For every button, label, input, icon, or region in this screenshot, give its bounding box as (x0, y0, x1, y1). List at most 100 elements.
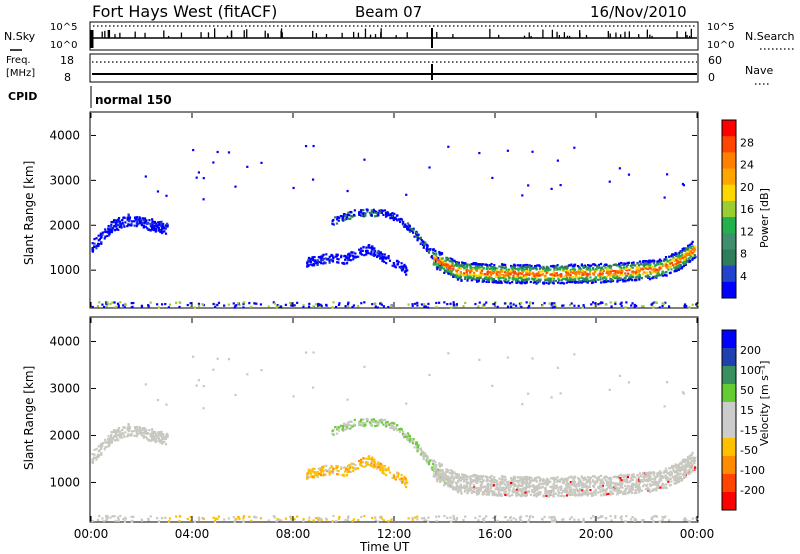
range-gate-cell (524, 275, 527, 278)
range-gate-cell (694, 456, 697, 460)
range-gate-cell (118, 433, 121, 436)
range-gate-cell (434, 258, 437, 261)
nave-label: Nave (745, 64, 773, 77)
range-gate-cell (566, 491, 570, 495)
range-gate-cell (556, 486, 559, 489)
range-gate-cell (609, 301, 612, 304)
range-gate-cell (585, 278, 588, 281)
range-gate-cell (528, 265, 531, 268)
range-gate-cell (147, 304, 150, 307)
range-gate-cell (648, 490, 652, 493)
range-gate-cell (331, 432, 334, 435)
range-gate-cell (375, 210, 378, 213)
range-gate-cell (123, 306, 126, 309)
range-gate-cell (107, 224, 110, 228)
range-gate-cell (167, 306, 171, 309)
range-gate-cell (594, 276, 597, 279)
range-gate-cell (351, 254, 354, 257)
range-gate-cell (107, 444, 111, 448)
range-gate-cell (686, 455, 690, 459)
range-gate-cell (371, 245, 374, 248)
range-gate-cell (400, 262, 403, 265)
range-gate-cell (495, 483, 498, 486)
range-gate-cell (438, 265, 441, 268)
range-gate-cell (596, 265, 599, 268)
range-gate-cell (571, 482, 574, 485)
range-gate-cell (202, 177, 205, 180)
range-gate-cell (688, 243, 691, 246)
range-gate-cell (567, 273, 570, 276)
range-gate-cell (587, 485, 590, 488)
colorbar-tick-label: 16 (740, 203, 754, 216)
range-gate-cell (322, 465, 325, 468)
range-gate-cell (475, 279, 478, 282)
range-gate-cell (447, 269, 450, 273)
range-gate-cell (419, 447, 423, 450)
range-gate-cell (437, 473, 440, 476)
range-gate-cell (630, 485, 633, 488)
range-gate-cell (587, 267, 590, 270)
range-gate-cell (472, 268, 475, 271)
range-gate-cell (443, 265, 446, 268)
colorbar-swatch (722, 152, 736, 170)
range-gate-cell (480, 483, 483, 487)
range-gate-cell (372, 458, 375, 461)
range-gate-cell (689, 245, 692, 248)
range-gate-cell (450, 260, 453, 263)
range-gate-cell (331, 472, 335, 475)
range-gate-cell (429, 247, 432, 251)
range-gate-cell (157, 431, 160, 434)
range-gate-cell (549, 268, 552, 271)
range-gate-cell (519, 476, 522, 479)
range-gate-cell (371, 465, 374, 468)
range-gate-cell (410, 228, 413, 231)
range-gate-cell (554, 272, 557, 275)
range-gate-cell (361, 424, 364, 427)
range-gate-cell (374, 424, 377, 428)
range-gate-cell (443, 477, 446, 480)
range-gate-cell (434, 253, 438, 256)
range-gate-cell (105, 305, 108, 308)
range-gate-cell (568, 517, 572, 521)
range-gate-cell (466, 478, 469, 481)
range-gate-cell (122, 426, 125, 429)
range-gate-cell (440, 472, 443, 475)
range-gate-cell (426, 455, 429, 458)
range-gate-cell (625, 265, 628, 268)
range-gate-cell (452, 486, 455, 490)
range-gate-cell (672, 464, 675, 468)
range-gate-cell (587, 476, 591, 479)
range-gate-cell (511, 265, 514, 268)
range-gate-cell (512, 274, 515, 277)
range-gate-cell (439, 261, 442, 264)
range-gate-cell (532, 278, 535, 281)
range-gate-cell (379, 211, 382, 214)
range-gate-cell (594, 280, 597, 283)
range-gate-cell (559, 494, 562, 498)
range-gate-cell (454, 481, 458, 484)
range-gate-cell (398, 428, 401, 431)
range-gate-cell (462, 476, 466, 479)
range-gate-cell (671, 476, 675, 479)
range-gate-cell (651, 268, 654, 271)
range-gate-cell (308, 260, 311, 263)
range-gate-cell (621, 475, 624, 478)
range-gate-cell (490, 483, 493, 487)
range-gate-cell (332, 433, 335, 436)
range-gate-cell (619, 480, 622, 483)
range-gate-cell (113, 219, 116, 222)
range-gate-cell (111, 515, 114, 518)
range-gate-cell (350, 463, 354, 466)
range-gate-cell (346, 303, 350, 306)
range-gate-cell (136, 223, 139, 226)
range-gate-cell (548, 279, 552, 282)
range-gate-cell (553, 480, 556, 484)
range-gate-cell (373, 464, 376, 467)
range-gate-cell (526, 270, 530, 273)
range-gate-cell (370, 462, 373, 465)
freq-tick-top: 18 (60, 54, 74, 67)
range-gate-cell (572, 267, 575, 270)
range-gate-cell (555, 478, 558, 481)
range-gate-cell (608, 272, 611, 275)
power-panel (89, 111, 699, 309)
